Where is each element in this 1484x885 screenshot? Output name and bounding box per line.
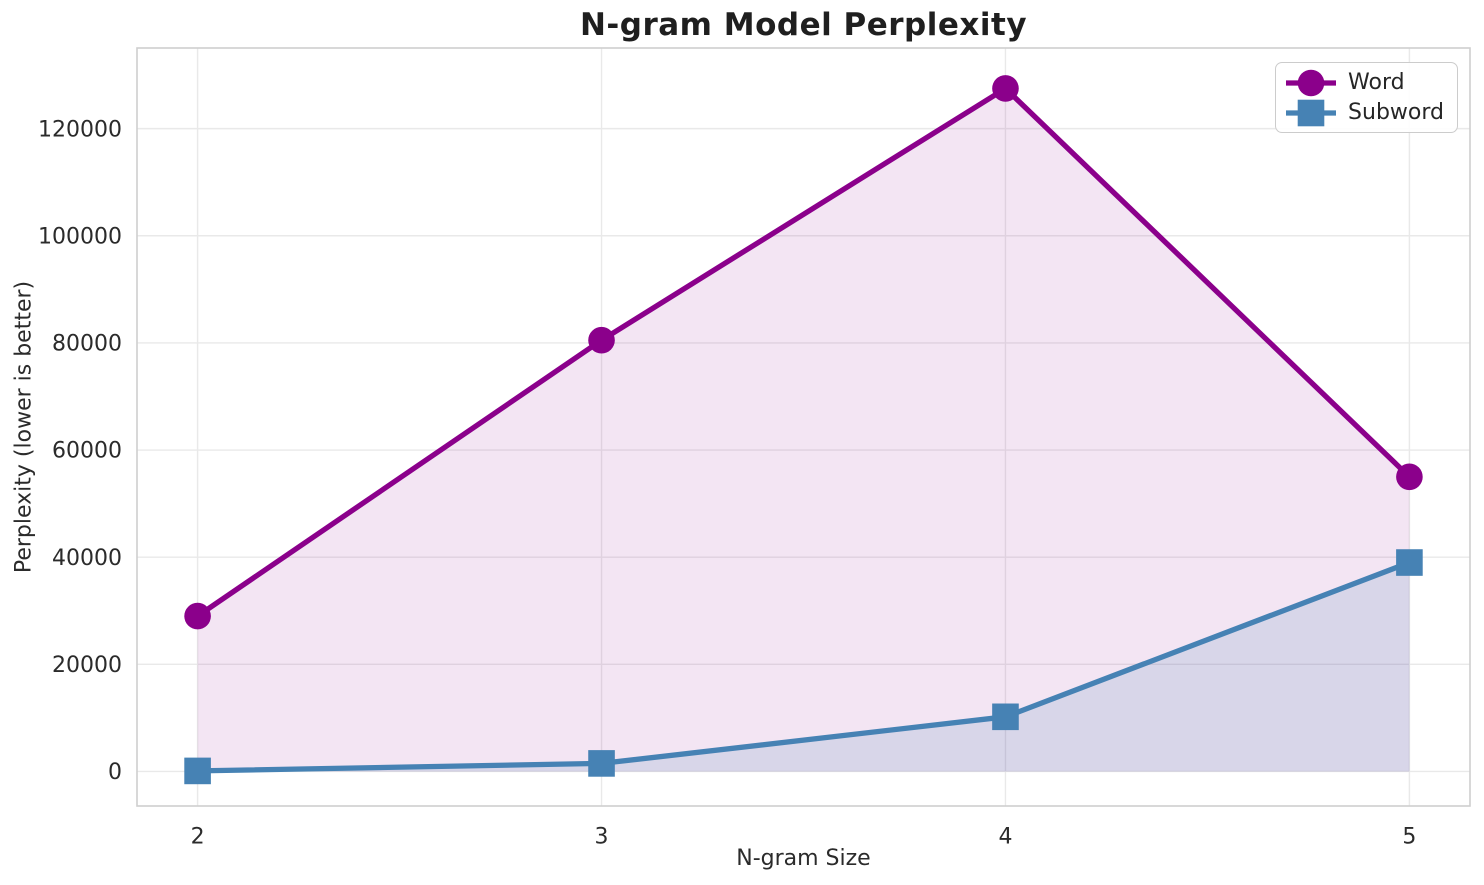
- legend-item-subword: Subword: [1286, 98, 1444, 127]
- x-tick-label: 3: [595, 825, 609, 850]
- x-tick-label: 5: [1402, 825, 1416, 850]
- x-axis-label: N-gram Size: [736, 846, 871, 871]
- data-point-subword: [992, 703, 1019, 731]
- legend-item-word: Word: [1286, 68, 1444, 97]
- y-tick-label: 120000: [38, 117, 122, 142]
- area-fill-subword: [197, 562, 1410, 772]
- data-point-word: [992, 75, 1019, 102]
- y-tick-label: 0: [108, 760, 122, 785]
- y-tick-label: 60000: [52, 439, 122, 464]
- y-tick-label: 40000: [52, 546, 122, 571]
- legend-label: Word: [1348, 69, 1405, 95]
- data-point-word: [184, 602, 211, 630]
- data-point-subword: [588, 750, 615, 777]
- series-line-word: [196, 85, 1412, 619]
- legend: Word Subword: [1275, 62, 1458, 133]
- x-tick-label: 4: [998, 825, 1012, 850]
- legend-square-marker-icon: [1286, 99, 1337, 126]
- chart-title: N-gram Model Perplexity: [579, 7, 1028, 43]
- data-point-word: [588, 326, 615, 354]
- data-point-subword: [1396, 549, 1423, 576]
- x-tick-label: 2: [191, 825, 205, 850]
- y-tick-label: 80000: [52, 332, 122, 357]
- area-fill-word: [197, 88, 1410, 772]
- legend-circle-marker-icon: [1286, 69, 1337, 96]
- y-tick-label: 20000: [52, 653, 122, 678]
- data-point-word: [1396, 463, 1423, 491]
- legend-label: Subword: [1348, 99, 1444, 125]
- series-line-subword: [197, 560, 1411, 774]
- y-tick-label: 100000: [38, 224, 122, 249]
- plot-border: [136, 47, 1471, 807]
- data-point-subword: [184, 757, 211, 785]
